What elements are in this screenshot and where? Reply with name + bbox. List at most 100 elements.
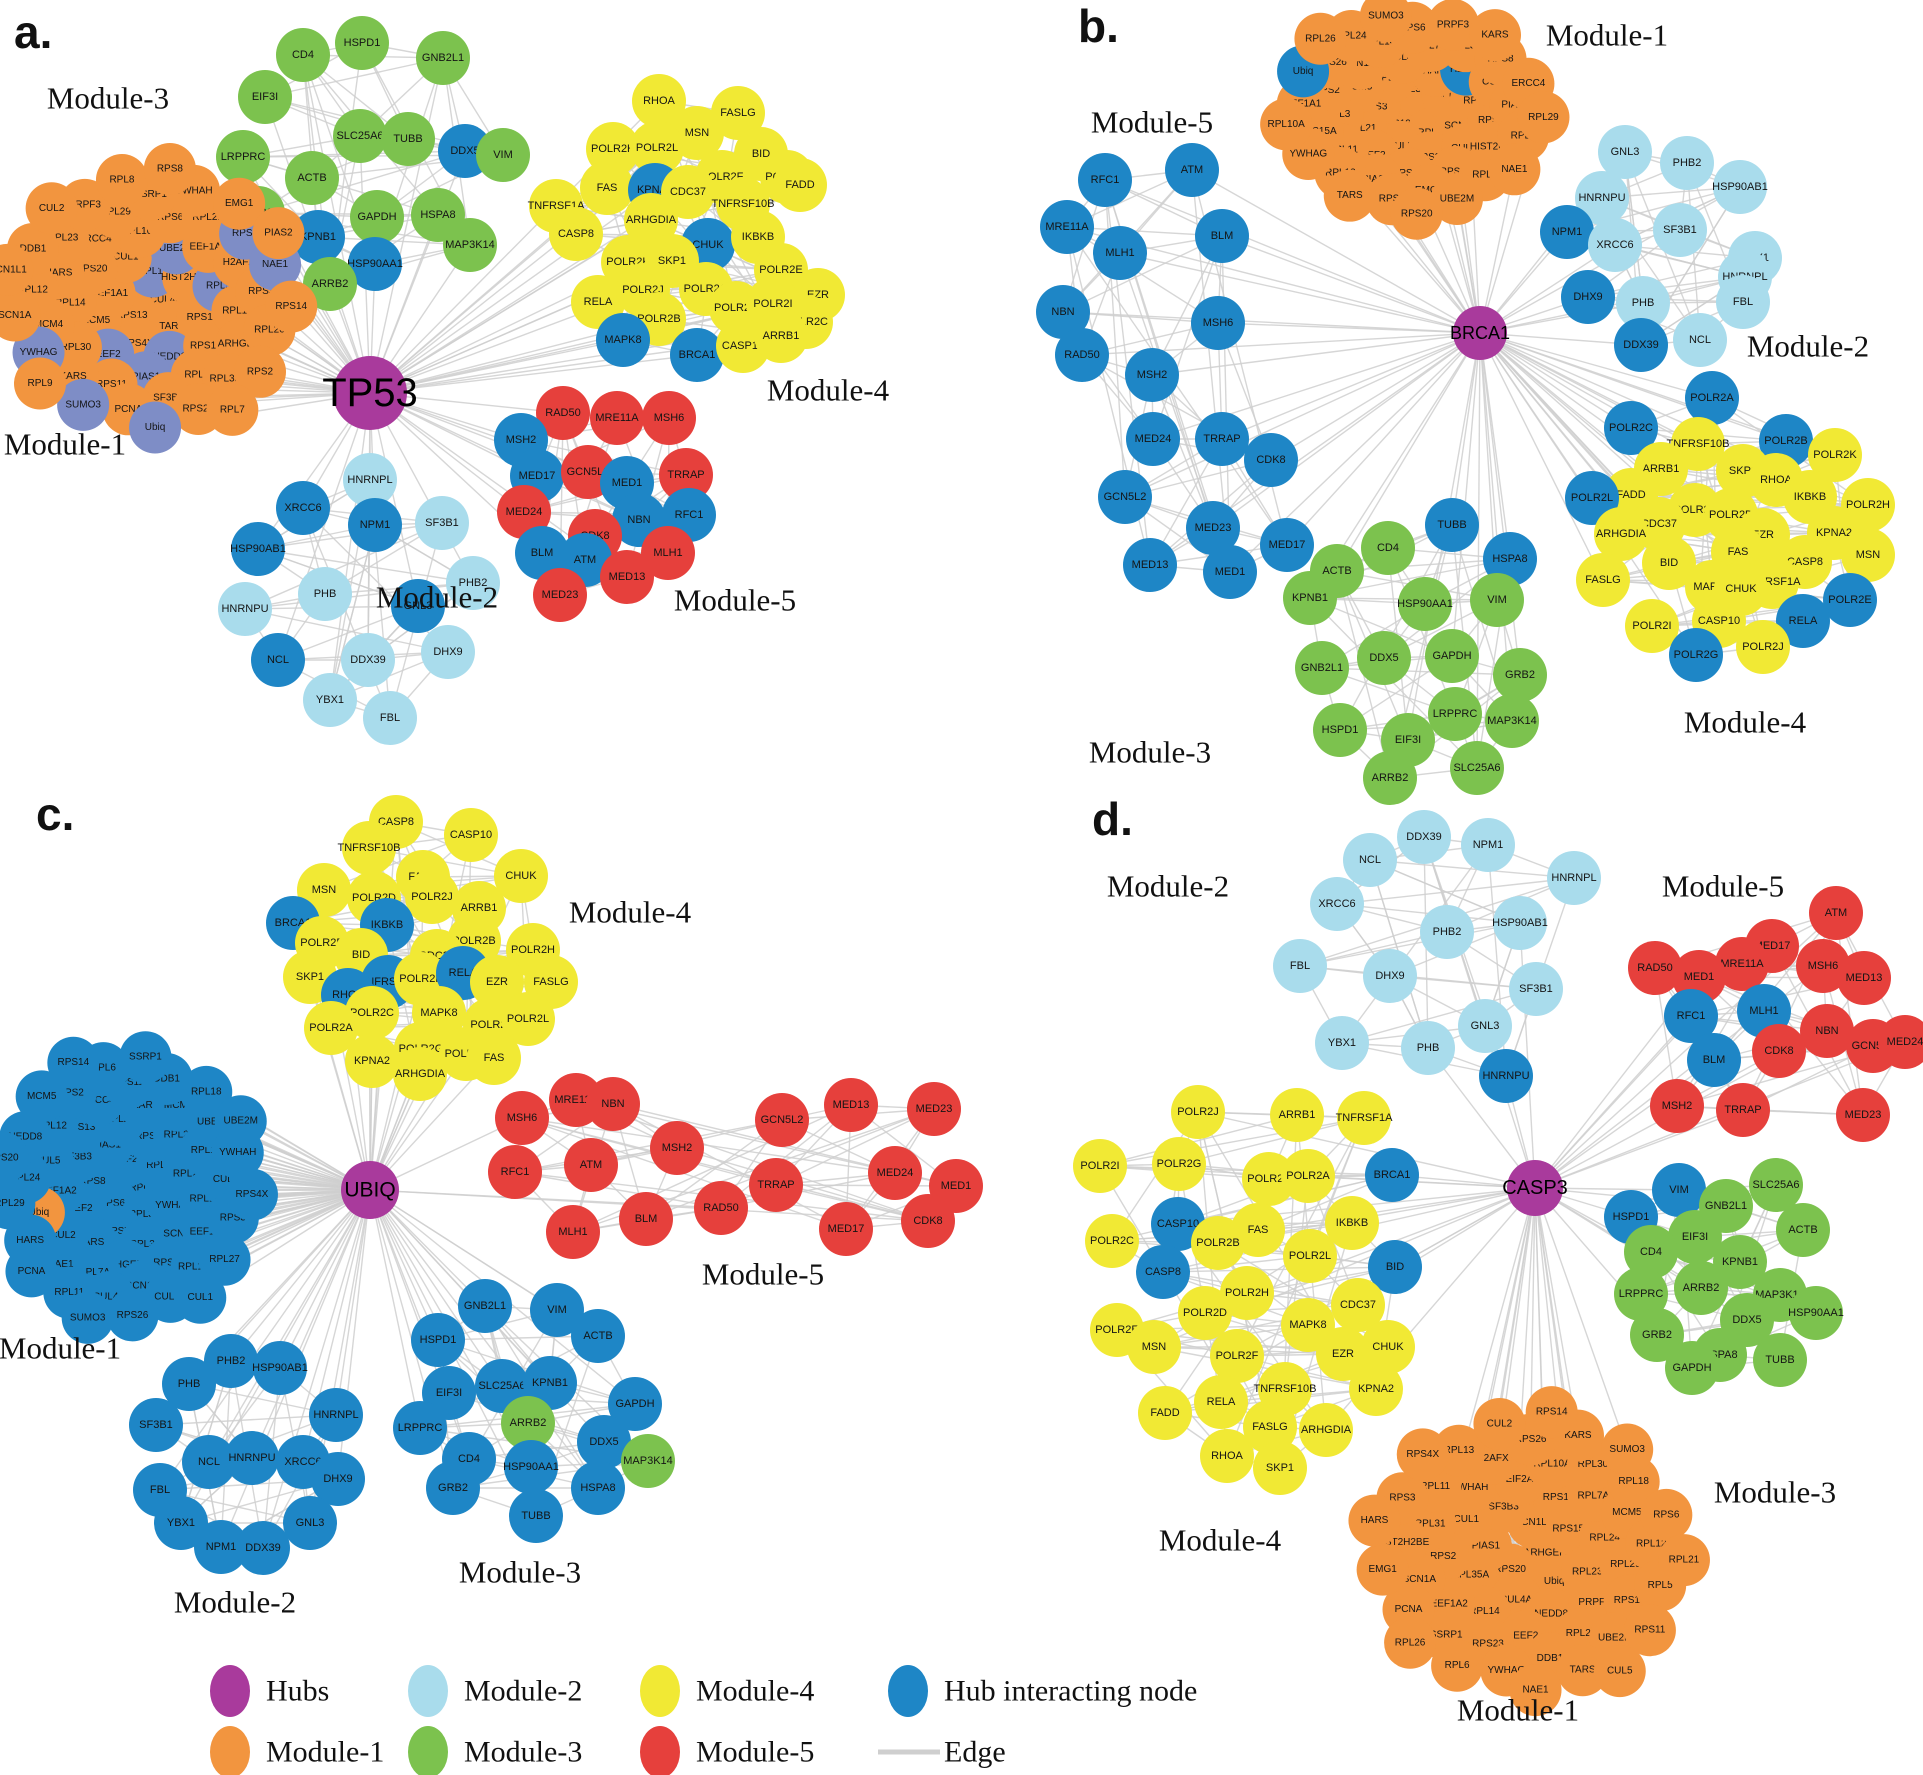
node-HSP90AB1[interactable]: HSP90AB1 xyxy=(1712,160,1768,214)
node-CASP10[interactable]: CASP10 xyxy=(444,808,498,862)
node-circle[interactable] xyxy=(1593,1645,1646,1698)
node-RPL21[interactable]: RPL21 xyxy=(1657,1534,1710,1587)
node-circle[interactable] xyxy=(1837,951,1891,1005)
node-circle[interactable] xyxy=(621,1434,675,1488)
node-circle[interactable] xyxy=(343,453,397,507)
node-GNB2L1[interactable]: GNB2L1 xyxy=(416,31,470,85)
node-MED17[interactable]: MED17 xyxy=(1260,518,1314,572)
node-circle[interactable] xyxy=(1601,1423,1654,1476)
node-circle[interactable] xyxy=(342,821,396,875)
node-RPS8[interactable]: RPS8 xyxy=(143,142,196,195)
node-circle[interactable] xyxy=(1749,1158,1803,1212)
node-circle[interactable] xyxy=(303,257,357,311)
node-POLR2A[interactable]: POLR2A xyxy=(304,1001,358,1055)
node-circle[interactable] xyxy=(61,1291,114,1344)
node-POLR2A[interactable]: POLR2A xyxy=(1685,371,1739,425)
node-UBE2M[interactable]: UBE2M xyxy=(1430,173,1483,226)
node-circle[interactable] xyxy=(501,1396,555,1450)
node-circle[interactable] xyxy=(1616,276,1670,330)
node-SUMO3[interactable]: SUMO3 xyxy=(1601,1423,1654,1476)
node-circle[interactable] xyxy=(523,1356,577,1410)
node-DDX39[interactable]: DDX39 xyxy=(1397,810,1451,864)
node-BLM[interactable]: BLM xyxy=(515,526,569,580)
node-circle[interactable] xyxy=(1359,0,1412,43)
node-SF3B1[interactable]: SF3B1 xyxy=(415,496,469,550)
node-circle[interactable] xyxy=(57,378,110,431)
node-circle[interactable] xyxy=(1716,1083,1770,1137)
node-circle[interactable] xyxy=(1260,98,1313,151)
node-circle[interactable] xyxy=(106,1289,159,1342)
node-circle[interactable] xyxy=(1488,143,1541,196)
node-circle[interactable] xyxy=(1125,348,1179,402)
node-POLR2D[interactable]: POLR2D xyxy=(1178,1286,1232,1340)
node-circle[interactable] xyxy=(283,1496,337,1550)
node-PRPF3[interactable]: PRPF3 xyxy=(1427,0,1479,51)
node-LRPPRC[interactable]: LRPPRC xyxy=(1614,1267,1668,1321)
node-circle[interactable] xyxy=(1509,962,1563,1016)
hub-TP53[interactable]: TP53 xyxy=(322,356,418,430)
node-POLR2G[interactable]: POLR2G xyxy=(1669,628,1723,682)
node-YBX1[interactable]: YBX1 xyxy=(1315,1016,1369,1070)
node-circle[interactable] xyxy=(586,1077,640,1131)
node-KARS[interactable]: KARS xyxy=(1468,9,1521,62)
hub-circle[interactable] xyxy=(333,356,407,430)
node-circle[interactable] xyxy=(596,313,650,367)
node-CASP8[interactable]: CASP8 xyxy=(549,207,603,261)
node-circle[interactable] xyxy=(1323,169,1376,222)
node-circle[interactable] xyxy=(204,1334,258,1388)
node-VIM[interactable]: VIM xyxy=(530,1283,584,1337)
node-POLR2J[interactable]: POLR2J xyxy=(405,870,459,924)
hub-circle[interactable] xyxy=(1507,1160,1563,1216)
node-circle[interactable] xyxy=(1461,818,1515,872)
node-RPS11[interactable]: RPS11 xyxy=(1623,1604,1676,1657)
node-PHB[interactable]: PHB xyxy=(1401,1021,1455,1075)
node-SF3B1[interactable]: SF3B1 xyxy=(1509,962,1563,1016)
node-circle[interactable] xyxy=(311,1452,365,1506)
node-circle[interactable] xyxy=(421,625,475,679)
node-circle[interactable] xyxy=(5,1245,58,1298)
node-POLR2K[interactable]: POLR2K xyxy=(1808,428,1862,482)
node-RPS6[interactable]: RPS6 xyxy=(1640,1488,1693,1541)
node-CUL1[interactable]: CUL1 xyxy=(174,1271,227,1324)
node-BRCA1[interactable]: BRCA1 xyxy=(670,328,724,382)
hub-CASP3[interactable]: CASP3 xyxy=(1502,1160,1568,1216)
node-NCL[interactable]: NCL xyxy=(1673,313,1727,367)
node-RHOA[interactable]: RHOA xyxy=(632,74,686,128)
node-circle[interactable] xyxy=(1517,91,1570,144)
node-CUL2[interactable]: CUL2 xyxy=(25,182,78,235)
node-circle[interactable] xyxy=(1485,694,1539,748)
node-circle[interactable] xyxy=(1473,1397,1526,1450)
node-PHB[interactable]: PHB xyxy=(298,567,352,621)
node-ARRB2[interactable]: ARRB2 xyxy=(1674,1261,1728,1315)
node-CHUK[interactable]: CHUK xyxy=(1361,1320,1415,1374)
node-RAD50[interactable]: RAD50 xyxy=(1055,328,1109,382)
node-circle[interactable] xyxy=(1547,851,1601,905)
node-HSP90AB1[interactable]: HSP90AB1 xyxy=(230,522,286,576)
node-circle[interactable] xyxy=(1660,136,1714,190)
node-SF3B1[interactable]: SF3B1 xyxy=(129,1398,183,1452)
node-DDX39[interactable]: DDX39 xyxy=(1614,318,1668,372)
node-RAD50[interactable]: RAD50 xyxy=(1628,941,1682,995)
node-circle[interactable] xyxy=(467,1031,521,1085)
node-DDX5[interactable]: DDX5 xyxy=(1357,631,1411,685)
node-circle[interactable] xyxy=(341,633,395,687)
node-HSPD1[interactable]: HSPD1 xyxy=(335,16,389,70)
node-circle[interactable] xyxy=(216,130,270,184)
hub-circle[interactable] xyxy=(1453,306,1507,360)
node-TRRAP[interactable]: TRRAP xyxy=(749,1158,803,1212)
node-circle[interactable] xyxy=(1348,1494,1401,1547)
node-POLR2J[interactable]: POLR2J xyxy=(1736,620,1790,674)
node-circle[interactable] xyxy=(1390,187,1443,240)
node-HSPD1[interactable]: HSPD1 xyxy=(411,1313,465,1367)
node-DHX9[interactable]: DHX9 xyxy=(1363,949,1417,1003)
node-BRCA1[interactable]: BRCA1 xyxy=(1365,1148,1419,1202)
node-circle[interactable] xyxy=(495,1091,549,1145)
node-POLR2J[interactable]: POLR2J xyxy=(1171,1085,1225,1139)
node-circle[interactable] xyxy=(1776,594,1830,648)
node-ARRB2[interactable]: ARRB2 xyxy=(501,1396,555,1450)
node-circle[interactable] xyxy=(1657,1534,1710,1587)
node-MSH2[interactable]: MSH2 xyxy=(1650,1079,1704,1133)
node-POLR2C[interactable]: POLR2C xyxy=(1085,1214,1139,1268)
node-MSH2[interactable]: MSH2 xyxy=(650,1121,704,1175)
node-KPNB1[interactable]: KPNB1 xyxy=(1283,571,1337,625)
